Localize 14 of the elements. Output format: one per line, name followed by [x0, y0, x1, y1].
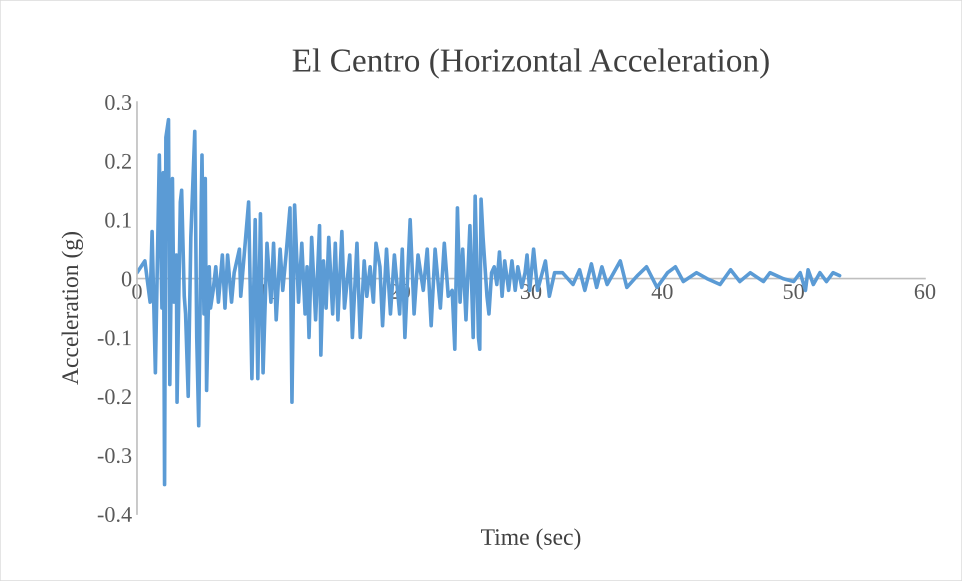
x-tick-label: 60 [914, 284, 936, 300]
y-tick-label: 0.2 [105, 154, 131, 169]
y-tick-label: 0.1 [105, 212, 131, 228]
y-axis-title: Acceleration (g) [62, 232, 84, 385]
y-tick-label: 0 [122, 272, 132, 287]
chart-title: El Centro (Horizontal Acceleration) [292, 48, 769, 79]
y-tick-label: -0.1 [98, 330, 131, 346]
y-tick-label: 0.3 [105, 94, 132, 110]
x-axis-title: Time (sec) [481, 528, 580, 550]
y-tick-label: -0.2 [98, 389, 131, 404]
y-tick-label: -0.3 [98, 448, 132, 464]
x-tick-label: 0 [132, 284, 142, 300]
x-tick-label: 50 [784, 284, 804, 300]
y-tick-label: -0.4 [98, 506, 132, 522]
